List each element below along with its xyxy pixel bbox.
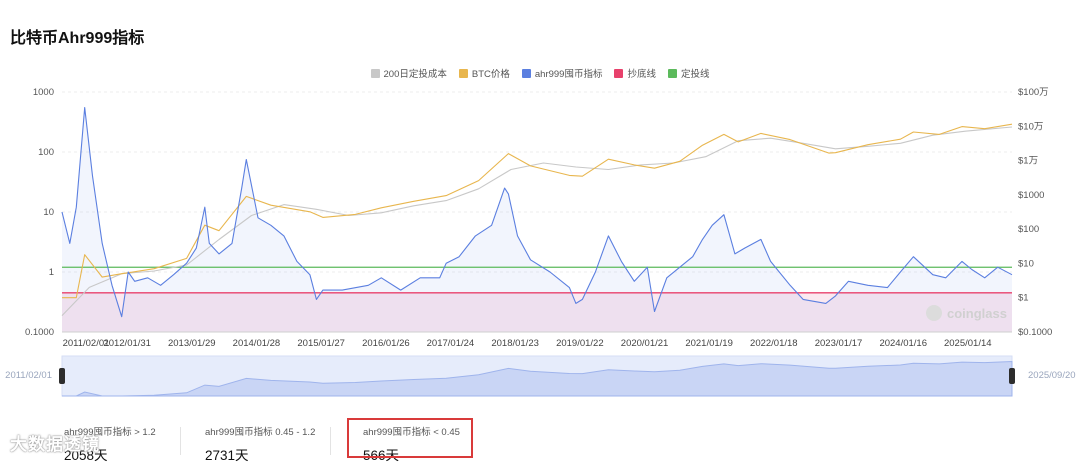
page-title: 比特币Ahr999指标	[10, 30, 145, 47]
stat-divider	[330, 427, 331, 455]
stat-value: 2731天	[205, 448, 249, 463]
x-tick-label: 2011/02/01	[63, 338, 110, 349]
legend-swatch	[667, 68, 677, 78]
legend-label: 抄底线	[627, 69, 656, 80]
y-right-tick-label: $1万	[1018, 156, 1038, 167]
x-tick-label: 2018/01/23	[491, 338, 539, 349]
legend-item-bottom-line[interactable]: 抄底线	[614, 66, 656, 80]
y-right-tick-label: $1000	[1018, 190, 1044, 201]
navigator-end-label: 2025/09/20	[1028, 370, 1076, 381]
stat-divider	[180, 427, 181, 455]
navigator-handle-left[interactable]	[59, 368, 65, 384]
y-right-tick-label: $1	[1018, 293, 1029, 304]
ahr999-chart[interactable]: 1000 100 10 1 0.1000 $100万 $10万 $1万 $1000 $100 $10…	[0, 0, 1080, 400]
navigator-series	[62, 360, 1013, 397]
x-tick-label: 2023/01/17	[815, 338, 863, 349]
x-tick-label: 2020/01/21	[621, 338, 669, 349]
legend-label: BTC价格	[471, 69, 510, 80]
ahr999-area	[62, 107, 1012, 332]
chart-zones	[62, 107, 1012, 332]
chart-series	[61, 107, 1013, 318]
buy-zone	[62, 292, 1012, 332]
chart-axes: 1000 100 10 1 0.1000 $100万 $10万 $1万 $1000 $100 $10…	[25, 87, 1052, 349]
y-left-tick-label: 10	[43, 207, 54, 218]
y-left-tick-label: 1	[49, 267, 54, 278]
stat-label: ahr999囤币指标 0.45 - 1.2	[205, 427, 316, 438]
dca-cost-line	[61, 126, 1013, 316]
coinglass-logo: coinglass	[926, 305, 1007, 321]
y-right-tick-label: $10	[1018, 258, 1034, 269]
x-tick-label: 2022/01/18	[750, 338, 798, 349]
x-tick-label: 2025/01/14	[944, 338, 992, 349]
legend-label: ahr999囤币指标	[534, 69, 603, 80]
x-tick-label: 2024/01/16	[879, 338, 927, 349]
legend-item-ahr999[interactable]: ahr999囤币指标	[521, 66, 603, 80]
legend-item-dca-cost[interactable]: 200日定投成本	[370, 66, 447, 80]
y-left-tick-label: 100	[38, 147, 54, 158]
coinglass-icon	[926, 305, 942, 321]
x-tick-label: 2014/01/28	[233, 338, 281, 349]
legend-swatch	[458, 68, 468, 78]
range-navigator[interactable]: 2011/02/01 2025/09/20	[5, 355, 1076, 397]
btc-price-line	[62, 123, 1013, 299]
navigator-start-label: 2011/02/01	[5, 370, 52, 381]
y-left-tick-label: 1000	[33, 87, 54, 98]
stat-value: 566天	[363, 448, 400, 463]
x-tick-label: 2013/01/29	[168, 338, 216, 349]
legend-swatch	[614, 68, 624, 78]
y-right-tick-label: $100万	[1018, 87, 1049, 98]
x-tick-label: 2019/01/22	[556, 338, 604, 349]
y-right-tick-label: $0.1000	[1018, 327, 1052, 338]
x-tick-label: 2016/01/26	[362, 338, 410, 349]
stat-below-0-45: ahr999囤币指标 < 0.45 566天	[363, 415, 460, 464]
x-tick-label: 2021/01/19	[685, 338, 733, 349]
legend-swatch	[370, 68, 380, 78]
stat-label: ahr999囤币指标 < 0.45	[363, 427, 460, 438]
chart-legend: 200日定投成本 BTC价格 ahr999囤币指标 抄底线 定投线	[0, 66, 1080, 80]
x-tick-label: 2015/01/27	[297, 338, 345, 349]
stats-bar: ahr999囤币指标 > 1.2 2058天 ahr999囤币指标 0.45 -…	[0, 415, 1080, 464]
legend-item-btc-price[interactable]: BTC价格	[458, 66, 510, 80]
legend-swatch	[521, 68, 531, 78]
x-tick-label: 2017/01/24	[427, 338, 475, 349]
stat-value: 2058天	[64, 448, 108, 463]
stat-between: ahr999囤币指标 0.45 - 1.2 2731天	[205, 415, 315, 464]
y-left-tick-label: 0.1000	[25, 327, 54, 338]
legend-label: 定投线	[680, 69, 710, 80]
stat-above-1-2: ahr999囤币指标 > 1.2 2058天	[64, 415, 156, 464]
brand-name: coinglass	[947, 306, 1007, 321]
navigator-handle-right[interactable]	[1009, 368, 1015, 384]
y-right-tick-label: $100	[1018, 224, 1039, 235]
x-tick-label: 2012/01/31	[103, 338, 151, 349]
watermark-text: 大数据透镜	[10, 435, 100, 454]
highlight-box	[347, 418, 473, 458]
legend-item-dca-line[interactable]: 定投线	[667, 66, 710, 80]
y-right-tick-label: $10万	[1018, 121, 1043, 132]
legend-label: 200日定投成本	[383, 69, 447, 80]
ahr999-line	[61, 107, 1013, 318]
stat-label: ahr999囤币指标 > 1.2	[64, 427, 156, 438]
